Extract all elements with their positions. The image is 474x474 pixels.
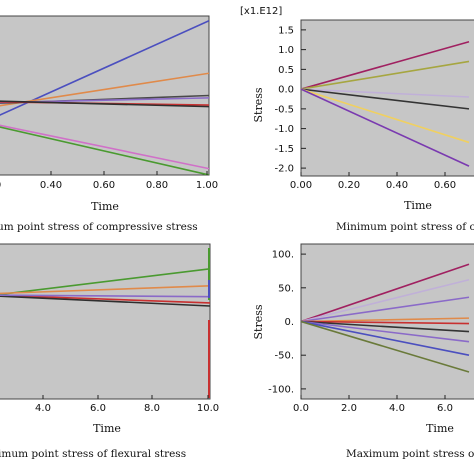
y-tick-label: 1.5	[278, 25, 294, 36]
y-tick-label: -2.0	[274, 164, 294, 175]
x-tick-label: 0.60	[434, 180, 456, 191]
x-tick-label: 6.0	[90, 403, 106, 414]
y-tick-label: 0.5	[278, 65, 294, 76]
series-line-1	[301, 263, 470, 323]
series-line-4	[0, 295, 210, 307]
caption-1: um point stress of compressive stress	[0, 221, 198, 233]
x-tick-label: 0	[0, 180, 1, 191]
x-tick-label: 0.20	[338, 180, 360, 191]
y-tick-label: -100.	[268, 384, 294, 395]
x-axis-label-2: Time	[404, 199, 432, 212]
panel-top-left: 0 0.40 0.60 0.80 1.00 Time um point stress o…	[0, 15, 218, 233]
x-tick-label: 0.0	[293, 403, 309, 414]
series-line-4	[301, 88, 470, 110]
series-line-6	[301, 320, 470, 333]
panel-top-right: [x1.E12] 0.00 0.20 0.40 0.60 1.5 1.0 0.5 0.0 -0…	[240, 6, 474, 233]
y-tick-label: -1.0	[274, 124, 294, 135]
caption-3: imum point stress of flexural stress	[0, 448, 186, 460]
series-line-5	[0, 294, 210, 298]
x-tick-label: 0.00	[290, 180, 312, 191]
x-tick-label: 10.0	[197, 403, 219, 414]
y-tick-label: 0.	[284, 317, 294, 328]
series-line-2	[301, 278, 470, 323]
x-tick-label: 0.60	[93, 180, 115, 191]
x-axis-label-3: Time	[93, 422, 121, 435]
x-tick-label: 1.00	[196, 180, 218, 191]
y-tick-label: 100.	[272, 250, 294, 261]
series-line-1	[301, 40, 470, 90]
series-line-2	[301, 60, 470, 90]
x-axis-label-1: Time	[91, 200, 119, 213]
x-tick-label: 8.0	[144, 403, 160, 414]
y-tick-label: -1.5	[274, 144, 294, 155]
x-tick-label: 0.80	[146, 180, 168, 191]
y-axis-label-4: Stress	[252, 304, 265, 339]
series-line-3	[301, 296, 470, 323]
y-tick-label: -0.5	[274, 104, 294, 115]
y-tick-label: 1.0	[278, 45, 294, 56]
series-line-6	[0, 100, 209, 108]
panel-bottom-left: 4.0 6.0 8.0 10.0 Time imum point stress of …	[0, 243, 219, 460]
series-line-8	[0, 126, 209, 175]
x-tick-label: 0.40	[40, 180, 62, 191]
panel-bottom-right: 0.0 2.0 4.0 6.0 100. 50. 0. -50. -100. Stress T…	[252, 243, 474, 460]
plot-area-3	[0, 243, 211, 400]
x-tick-label: 4.0	[35, 403, 51, 414]
series-line-3	[0, 294, 210, 304]
plot-area-1	[0, 15, 210, 176]
x-axis-label-4: Time	[426, 422, 454, 435]
series-line-3	[301, 88, 470, 98]
series-line-1	[0, 268, 210, 296]
series-line-9	[301, 320, 470, 373]
x-tick-label: 0.40	[386, 180, 408, 191]
series-line-5	[301, 320, 470, 325]
y-multiplier: [x1.E12]	[240, 6, 282, 17]
series-line-7	[0, 124, 209, 170]
series-line-7	[301, 320, 470, 343]
y-tick-label: -50.	[274, 351, 294, 362]
y-axis-label-2: Stress	[252, 87, 265, 122]
series-line-2	[0, 285, 210, 295]
caption-4: Maximum point stress of fle	[346, 448, 474, 460]
series-line-4	[301, 317, 470, 323]
series-line-8	[301, 320, 470, 356]
caption-2: Minimum point stress of comp	[336, 221, 474, 233]
y-tick-label: 0.0	[278, 85, 294, 96]
series-line-6	[301, 88, 470, 167]
series-line-5	[301, 88, 470, 144]
y-tick-label: 50.	[278, 283, 294, 294]
x-tick-label: 2.0	[341, 403, 357, 414]
x-tick-label: 6.0	[437, 403, 453, 414]
x-tick-label: 4.0	[389, 403, 405, 414]
